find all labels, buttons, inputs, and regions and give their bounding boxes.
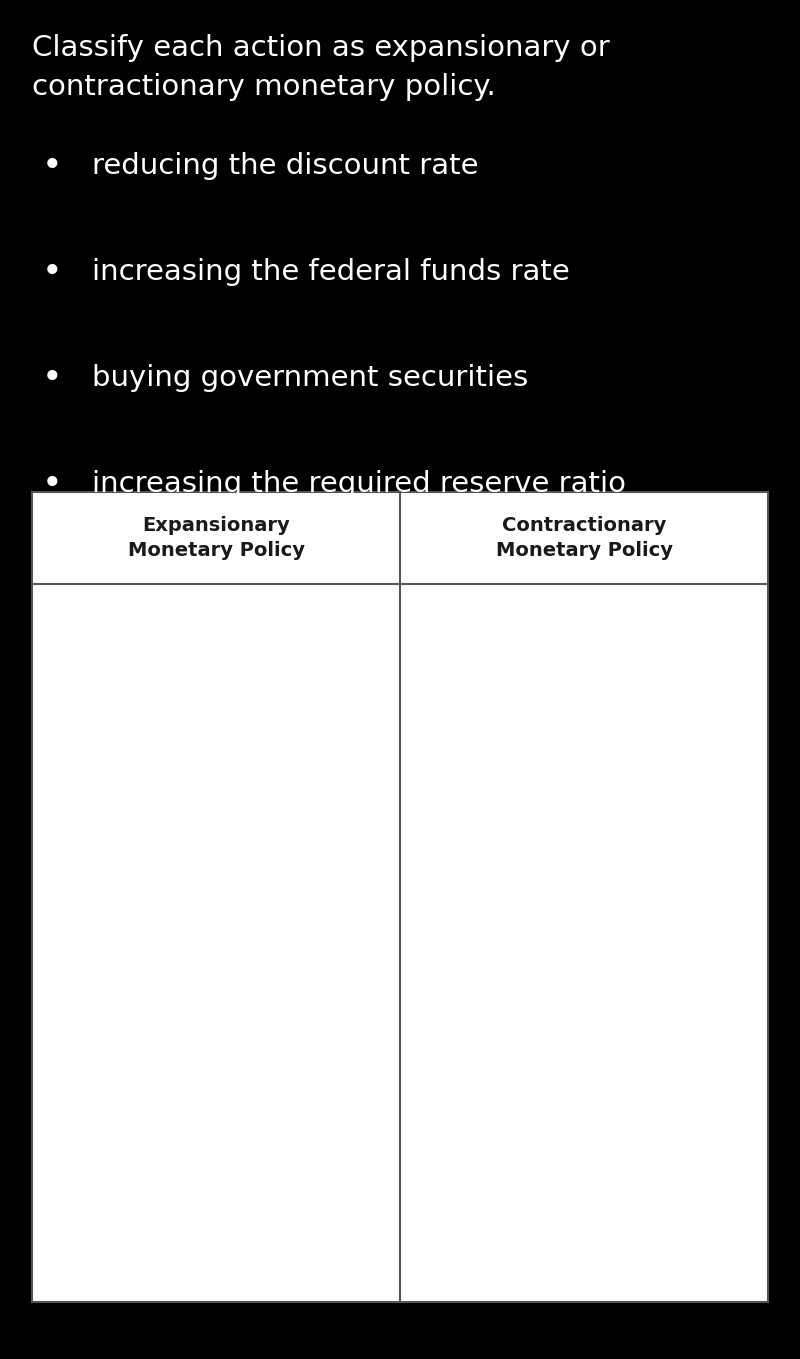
Text: •: • xyxy=(42,148,62,183)
Text: reducing the discount rate: reducing the discount rate xyxy=(92,152,478,179)
Text: buying government securities: buying government securities xyxy=(92,364,528,391)
FancyBboxPatch shape xyxy=(32,492,768,1302)
Text: •: • xyxy=(42,466,62,501)
Text: increasing the required reserve ratio: increasing the required reserve ratio xyxy=(92,470,626,497)
Text: •: • xyxy=(42,360,62,395)
Text: •: • xyxy=(42,254,62,289)
Text: increasing the federal funds rate: increasing the federal funds rate xyxy=(92,258,570,285)
Text: Classify each action as expansionary or
contractionary monetary policy.: Classify each action as expansionary or … xyxy=(32,34,610,101)
Text: Expansionary
Monetary Policy: Expansionary Monetary Policy xyxy=(127,516,305,560)
Text: Contractionary
Monetary Policy: Contractionary Monetary Policy xyxy=(495,516,673,560)
